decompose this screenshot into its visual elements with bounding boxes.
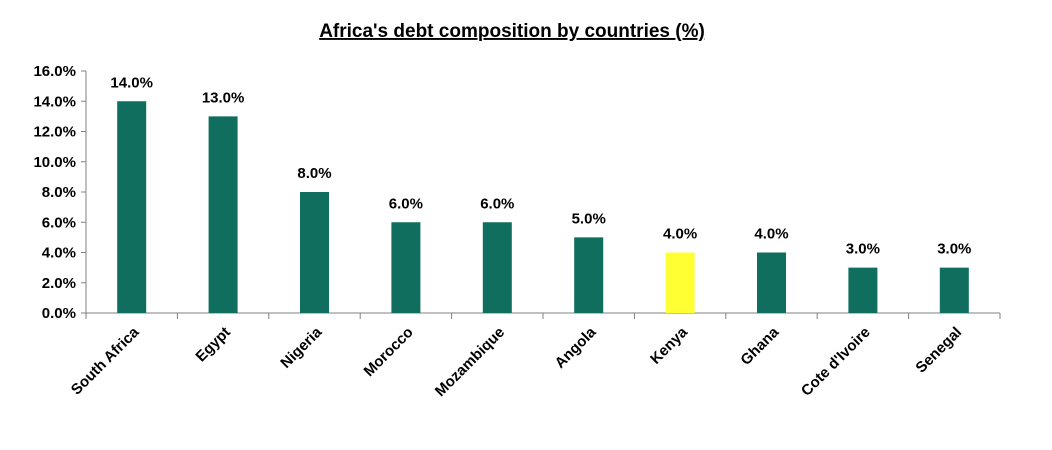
- data-label-ghana: 4.0%: [754, 226, 788, 243]
- bar-ghana: [757, 252, 786, 313]
- chart-title: Africa's debt composition by countries (…: [319, 21, 705, 42]
- category-label-egypt: Egypt: [192, 324, 233, 365]
- data-labels: 14.0% 13.0% 8.0% 6.0% 6.0% 5.0% 4.0% 4.0% 3.0% 3.…: [110, 74, 971, 257]
- y-tick-label: 0.0%: [42, 305, 76, 322]
- y-tick-label: 2.0%: [42, 275, 76, 292]
- data-label-egypt: 13.0%: [202, 89, 245, 106]
- data-label-nigeria: 8.0%: [297, 165, 331, 182]
- y-tick-label: 4.0%: [42, 245, 76, 262]
- x-axis: [85, 312, 1001, 319]
- bar-angola: [574, 237, 604, 313]
- category-label-cote-d-ivoire: Cote d'Ivoire: [798, 324, 874, 400]
- category-label-nigeria: Nigeria: [277, 323, 325, 371]
- bar-cote-d-ivoire: [848, 267, 878, 313]
- y-tick-label: 10.0%: [33, 154, 76, 171]
- data-label-mozambique: 6.0%: [480, 195, 514, 212]
- category-label-angola: Angola: [552, 323, 600, 371]
- bar-nigeria: [300, 192, 329, 313]
- bar-egypt: [208, 116, 238, 313]
- data-label-kenya: 4.0%: [663, 226, 697, 243]
- data-label-senegal: 3.0%: [937, 241, 971, 258]
- data-label-angola: 5.0%: [572, 210, 606, 227]
- bar-morocco: [391, 222, 421, 313]
- bar-mozambique: [482, 222, 512, 313]
- category-label-mozambique: Mozambique: [432, 324, 508, 400]
- category-labels: South Africa Egypt Nigeria Morocco Mozambiqu…: [68, 323, 965, 400]
- data-label-cote-d-ivoire: 3.0%: [846, 241, 880, 258]
- y-tick-label: 16.0%: [33, 63, 76, 80]
- y-axis: 0.0% 2.0% 4.0% 6.0% 8.0% 10.0% 12.0% 14.0% 16.0%: [33, 63, 87, 322]
- category-label-kenya: Kenya: [647, 323, 691, 367]
- y-tick-label: 6.0%: [42, 214, 76, 231]
- data-label-morocco: 6.0%: [389, 195, 423, 212]
- category-label-south-africa: South Africa: [68, 323, 143, 398]
- y-tick-label: 14.0%: [33, 93, 76, 110]
- y-tick-label: 8.0%: [42, 184, 76, 201]
- bars: [117, 101, 969, 313]
- category-label-senegal: Senegal: [912, 324, 965, 377]
- y-tick-label: 12.0%: [33, 124, 76, 141]
- category-label-morocco: Morocco: [361, 324, 417, 380]
- bar-kenya: [665, 252, 695, 313]
- data-label-south-africa: 14.0%: [110, 74, 153, 91]
- bar-senegal: [939, 267, 969, 313]
- bar-south-africa: [117, 101, 147, 313]
- category-label-ghana: Ghana: [737, 323, 782, 368]
